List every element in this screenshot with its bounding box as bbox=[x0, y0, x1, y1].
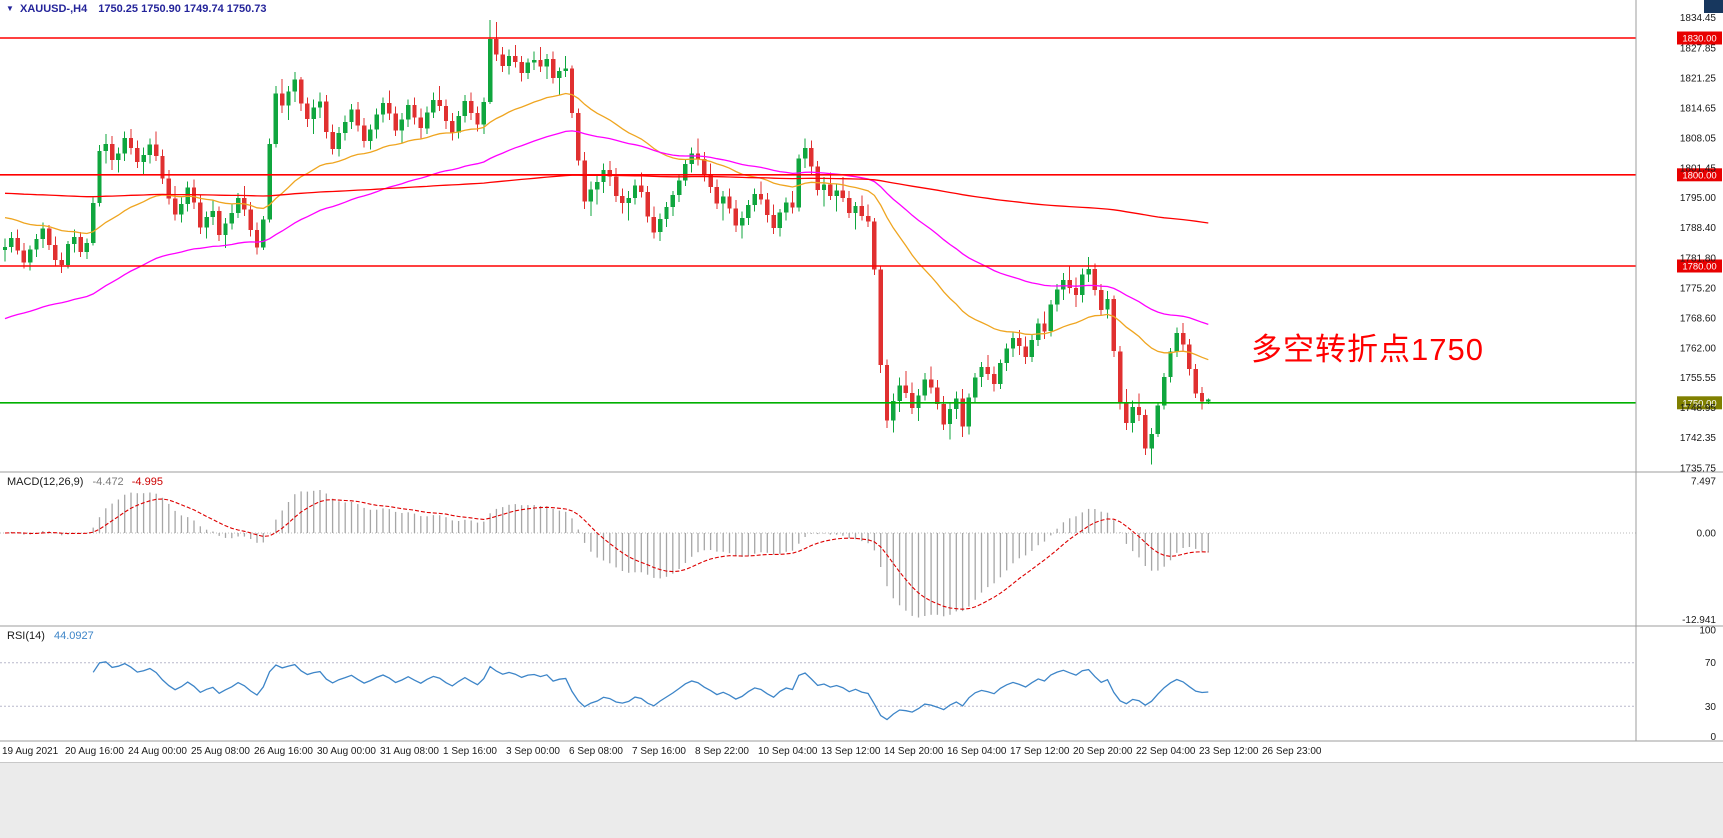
candles-layer bbox=[2, 19, 1211, 465]
svg-text:13 Sep 12:00: 13 Sep 12:00 bbox=[821, 746, 881, 757]
svg-text:10 Sep 04:00: 10 Sep 04:00 bbox=[758, 746, 818, 757]
ma-mid-magenta-line bbox=[4, 130, 1209, 326]
symbol-info-header: ▼ XAUUSD-,H4 1750.25 1750.90 1749.74 175… bbox=[6, 3, 267, 15]
svg-text:3 Sep 00:00: 3 Sep 00:00 bbox=[506, 746, 560, 757]
chart-background bbox=[0, 0, 1723, 762]
svg-text:1821.25: 1821.25 bbox=[1680, 73, 1717, 84]
svg-text:100: 100 bbox=[1699, 626, 1716, 637]
horizontal-lines: 1830.00 1800.00 1780.00 1750.00 bbox=[0, 31, 1722, 410]
svg-text:1801.45: 1801.45 bbox=[1680, 164, 1717, 175]
svg-text:26 Aug 16:00: 26 Aug 16:00 bbox=[254, 746, 313, 757]
rsi-label: RSI(14) bbox=[7, 630, 45, 642]
macd-label: MACD(12,26,9) bbox=[7, 476, 84, 488]
chart-canvas[interactable]: 1830.00 1800.00 1780.00 1750.00 1834.45 1827.… bbox=[0, 0, 1723, 762]
svg-text:19 Aug 2021: 19 Aug 2021 bbox=[2, 746, 59, 757]
svg-text:1830.00: 1830.00 bbox=[1682, 34, 1716, 45]
svg-text:8 Sep 22:00: 8 Sep 22:00 bbox=[695, 746, 749, 757]
svg-text:1795.00: 1795.00 bbox=[1680, 193, 1717, 204]
svg-text:1755.55: 1755.55 bbox=[1680, 373, 1717, 384]
macd-signal-value: -4.995 bbox=[131, 476, 163, 488]
svg-text:1 Sep 16:00: 1 Sep 16:00 bbox=[443, 746, 497, 757]
svg-text:1735.75: 1735.75 bbox=[1680, 463, 1717, 474]
macd-scale[interactable]: 7.497 0.00 -12.941 bbox=[1682, 477, 1716, 627]
svg-text:17 Sep 12:00: 17 Sep 12:00 bbox=[1010, 746, 1070, 757]
price-axis[interactable]: 1834.45 1827.85 1821.25 1814.65 1808.05 1801.… bbox=[1680, 0, 1723, 474]
price-badge-1800.00 bbox=[1677, 168, 1722, 182]
svg-text:1742.35: 1742.35 bbox=[1680, 433, 1717, 444]
svg-text:1781.80: 1781.80 bbox=[1680, 253, 1717, 264]
svg-text:1748.95: 1748.95 bbox=[1680, 403, 1717, 414]
rsi-panel bbox=[0, 662, 1636, 707]
svg-text:0: 0 bbox=[1710, 732, 1716, 743]
svg-text:20 Sep 20:00: 20 Sep 20:00 bbox=[1073, 746, 1133, 757]
svg-text:22 Sep 04:00: 22 Sep 04:00 bbox=[1136, 746, 1196, 757]
svg-text:30 Aug 00:00: 30 Aug 00:00 bbox=[317, 746, 376, 757]
panel-separators bbox=[0, 0, 1723, 742]
price-badge-1830.00 bbox=[1677, 31, 1722, 45]
svg-text:70: 70 bbox=[1705, 658, 1717, 669]
symbol-timeframe-label: XAUUSD-,H4 bbox=[19, 3, 88, 15]
svg-text:20 Aug 16:00: 20 Aug 16:00 bbox=[65, 746, 124, 757]
svg-text:14 Sep 20:00: 14 Sep 20:00 bbox=[884, 746, 944, 757]
svg-text:31 Aug 08:00: 31 Aug 08:00 bbox=[380, 746, 439, 757]
svg-text:7 Sep 16:00: 7 Sep 16:00 bbox=[632, 746, 686, 757]
svg-text:1814.65: 1814.65 bbox=[1680, 103, 1717, 114]
annotation-text[interactable]: 多空转折点1750 bbox=[1251, 332, 1484, 367]
rsi-scale[interactable]: 100 70 30 0 bbox=[1699, 626, 1716, 744]
svg-text:1775.20: 1775.20 bbox=[1680, 283, 1717, 294]
macd-main-value: -4.472 bbox=[92, 476, 124, 488]
svg-text:1834.45: 1834.45 bbox=[1680, 13, 1717, 24]
macd-signal-line bbox=[4, 498, 1209, 610]
svg-text:1808.05: 1808.05 bbox=[1680, 134, 1717, 145]
svg-text:16 Sep 04:00: 16 Sep 04:00 bbox=[947, 746, 1007, 757]
chart-scroll-marker bbox=[1704, 0, 1723, 13]
time-axis[interactable]: 19 Aug 2021 20 Aug 16:00 24 Aug 00:00 25 Au… bbox=[2, 746, 1322, 757]
macd-indicator-header: MACD(12,26,9) -4.472 -4.995 bbox=[7, 476, 163, 488]
svg-text:1788.40: 1788.40 bbox=[1680, 223, 1717, 234]
svg-text:1768.60: 1768.60 bbox=[1680, 313, 1717, 324]
svg-text:1827.85: 1827.85 bbox=[1680, 43, 1717, 54]
ohlc-readout: 1750.25 1750.90 1749.74 1750.73 bbox=[98, 3, 267, 15]
rsi-indicator-header: RSI(14) 44.0927 bbox=[7, 630, 94, 642]
price-badge-1780.00 bbox=[1677, 259, 1722, 273]
svg-text:1780.00: 1780.00 bbox=[1682, 262, 1716, 273]
rsi-line bbox=[92, 661, 1209, 721]
svg-text:6 Sep 08:00: 6 Sep 08:00 bbox=[569, 746, 623, 757]
svg-text:30: 30 bbox=[1705, 702, 1717, 713]
symbol-dropdown-icon[interactable]: ▼ bbox=[6, 4, 14, 13]
price-badge-1750.00 bbox=[1677, 396, 1722, 410]
svg-text:1762.00: 1762.00 bbox=[1680, 344, 1717, 355]
ma-fast-orange-line bbox=[4, 92, 1209, 361]
svg-text:0.00: 0.00 bbox=[1697, 529, 1717, 540]
svg-text:1750.00: 1750.00 bbox=[1682, 398, 1716, 409]
svg-text:1800.00: 1800.00 bbox=[1682, 170, 1716, 181]
svg-text:-12.941: -12.941 bbox=[1682, 615, 1716, 626]
svg-text:26 Sep 23:00: 26 Sep 23:00 bbox=[1262, 746, 1322, 757]
rsi-value: 44.0927 bbox=[53, 630, 94, 642]
svg-text:25 Aug 08:00: 25 Aug 08:00 bbox=[191, 746, 250, 757]
svg-text:23 Sep 12:00: 23 Sep 12:00 bbox=[1199, 746, 1259, 757]
svg-text:7.497: 7.497 bbox=[1691, 477, 1716, 488]
bottom-empty-strip bbox=[0, 762, 1723, 838]
svg-text:24 Aug 00:00: 24 Aug 00:00 bbox=[128, 746, 187, 757]
